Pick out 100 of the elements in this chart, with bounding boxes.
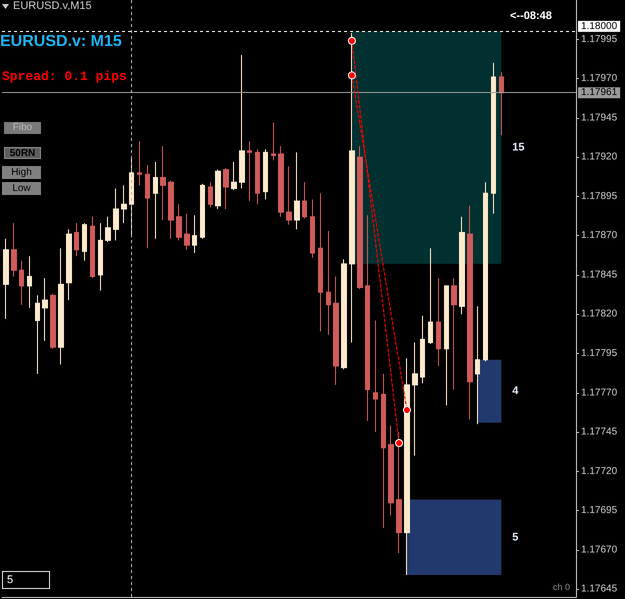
- candlestick: [58, 248, 64, 365]
- candlestick: [451, 278, 457, 390]
- candlestick: [349, 32, 355, 343]
- candlestick: [168, 180, 174, 240]
- button: Low: [2, 182, 41, 195]
- button: High: [2, 166, 41, 179]
- annotation: <--08:48: [510, 10, 552, 23]
- y-tick-label: 1.17795: [581, 348, 618, 359]
- point: [348, 71, 356, 80]
- y-tick-label: 1.17845: [581, 269, 618, 280]
- y-tick-label: 1.17670: [581, 544, 618, 556]
- candlestick: [231, 161, 237, 191]
- y-tick-label: 1.17745: [581, 426, 618, 438]
- candlestick: [483, 182, 488, 362]
- candlestick: [145, 164, 150, 249]
- candlestick: [428, 248, 433, 345]
- ref-line-label: 1.17961: [581, 87, 618, 98]
- candlestick: [491, 62, 496, 214]
- y-tick-label: 1.17995: [581, 34, 618, 45]
- candlestick: [396, 432, 402, 554]
- candlestick: [294, 152, 300, 230]
- annotation: Low: [12, 183, 31, 194]
- candlestick: [74, 222, 79, 257]
- point: [402, 406, 411, 414]
- annotation: Fibo: [12, 122, 32, 133]
- candlestick: [444, 285, 449, 406]
- y-tick-label: 1.17970: [581, 73, 618, 84]
- candlestick: [42, 278, 48, 342]
- text: EURUSD.v: M15: [0, 33, 122, 51]
- candlestick: [255, 148, 260, 205]
- candlestick: [286, 166, 292, 226]
- button: Fibo: [4, 122, 41, 134]
- candlestick: [357, 146, 363, 290]
- candlestick: [475, 306, 480, 425]
- candlestick: [153, 161, 158, 240]
- candlestick: [302, 182, 307, 219]
- candlestick: [318, 192, 323, 332]
- point: [395, 439, 404, 448]
- candlestick: [105, 216, 111, 242]
- candlestick: [365, 214, 370, 422]
- y-tick-label: 1.17820: [581, 308, 618, 320]
- candlestick: [412, 342, 418, 456]
- band-label: 15: [512, 142, 525, 154]
- candlestick: [373, 320, 378, 433]
- candlestick: [278, 146, 284, 218]
- candlestick: [113, 188, 119, 241]
- candlestick: [326, 230, 331, 336]
- candlestick: [19, 260, 24, 306]
- candlestick: [82, 222, 87, 262]
- ref-line-label: 1.18000: [581, 20, 618, 32]
- candlestick: [192, 214, 197, 254]
- annotation: Spread: 0.1 pips: [2, 69, 127, 85]
- candlestick: [223, 168, 229, 210]
- candlestick: [271, 122, 276, 161]
- candlestick: [381, 373, 386, 528]
- candlestick: [436, 278, 441, 367]
- candlestick: [499, 72, 504, 136]
- candlestick: [341, 258, 347, 370]
- candlestick: [137, 140, 142, 186]
- y-tick-label: 1.17645: [581, 584, 618, 595]
- candlestick: [184, 213, 190, 250]
- candlestick: [247, 140, 252, 202]
- input-field: 5: [2, 571, 50, 589]
- point: [348, 36, 356, 45]
- candlestick: [310, 199, 315, 258]
- candlestick: [3, 238, 9, 320]
- chart-title: EURUSD.v,M15: [13, 0, 92, 13]
- candlestick: [90, 216, 95, 279]
- candlestick: [35, 294, 40, 374]
- button: 50RN: [4, 147, 41, 159]
- candlestick: [208, 182, 213, 208]
- annotation: 50RN: [10, 148, 36, 159]
- candlestick: [420, 315, 425, 384]
- y-tick-label: 1.17895: [581, 190, 618, 202]
- candlestick: [239, 54, 245, 190]
- candlestick: [66, 228, 72, 301]
- candlestick: [467, 205, 473, 420]
- band-label: 4: [512, 385, 520, 398]
- candlestick: [11, 222, 17, 278]
- candlestick: [200, 183, 205, 240]
- candlestick: [263, 148, 268, 200]
- y-tick-label: 1.17870: [581, 230, 618, 242]
- annotation: High: [11, 167, 32, 178]
- candlestick: [50, 293, 56, 350]
- candlestick: [27, 256, 32, 308]
- candlestick: [459, 216, 465, 315]
- candlestick: [160, 146, 166, 220]
- annotation: 5: [7, 574, 14, 586]
- candlestick: [388, 425, 394, 516]
- candlestick: [98, 222, 103, 292]
- candlestick: [404, 358, 410, 576]
- y-tick-label: 1.17945: [581, 112, 618, 124]
- candlestick: [215, 169, 221, 210]
- candlestick: [121, 184, 127, 224]
- y-tick-label: 1.17695: [581, 505, 618, 516]
- y-tick-label: 1.17920: [581, 152, 618, 163]
- annotation: ch 0: [553, 582, 570, 592]
- y-tick-label: 1.17720: [581, 466, 618, 477]
- y-tick-label: 1.17770: [581, 387, 618, 398]
- candlestick: [176, 204, 182, 241]
